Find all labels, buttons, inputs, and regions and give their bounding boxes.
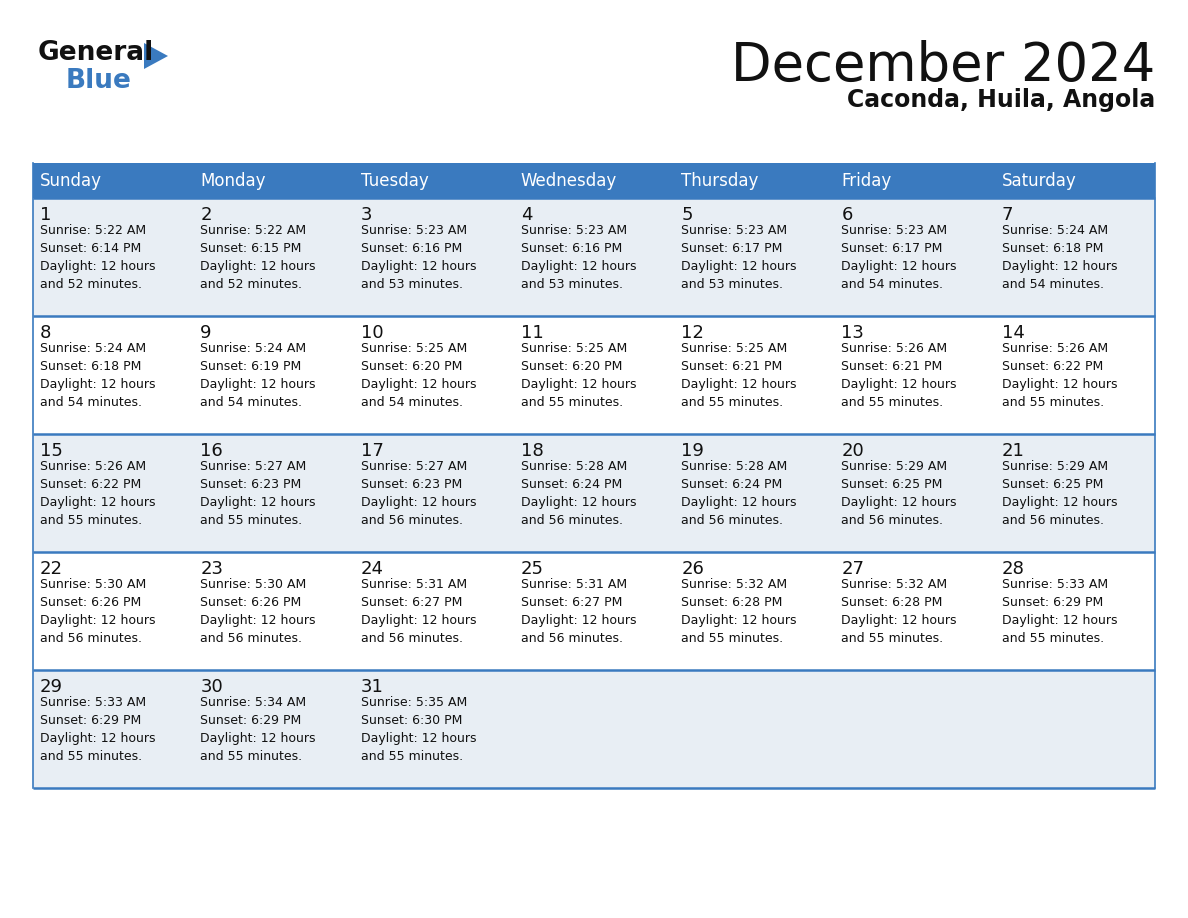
Text: 15: 15 <box>40 442 63 460</box>
Bar <box>33 552 1155 670</box>
Text: 10: 10 <box>361 324 384 342</box>
Text: Sunrise: 5:31 AM
Sunset: 6:27 PM
Daylight: 12 hours
and 56 minutes.: Sunrise: 5:31 AM Sunset: 6:27 PM Dayligh… <box>361 578 476 645</box>
Text: Friday: Friday <box>841 172 892 189</box>
Text: Tuesday: Tuesday <box>361 172 429 189</box>
Text: Sunrise: 5:23 AM
Sunset: 6:16 PM
Daylight: 12 hours
and 53 minutes.: Sunrise: 5:23 AM Sunset: 6:16 PM Dayligh… <box>520 224 637 291</box>
Text: Sunrise: 5:24 AM
Sunset: 6:18 PM
Daylight: 12 hours
and 54 minutes.: Sunrise: 5:24 AM Sunset: 6:18 PM Dayligh… <box>40 342 156 409</box>
Text: 11: 11 <box>520 324 544 342</box>
Bar <box>33 163 1155 198</box>
Text: Sunrise: 5:28 AM
Sunset: 6:24 PM
Daylight: 12 hours
and 56 minutes.: Sunrise: 5:28 AM Sunset: 6:24 PM Dayligh… <box>520 460 637 527</box>
Bar <box>33 434 1155 552</box>
Bar <box>33 316 1155 434</box>
Text: 25: 25 <box>520 560 544 578</box>
Text: Sunrise: 5:23 AM
Sunset: 6:16 PM
Daylight: 12 hours
and 53 minutes.: Sunrise: 5:23 AM Sunset: 6:16 PM Dayligh… <box>361 224 476 291</box>
Text: 24: 24 <box>361 560 384 578</box>
Text: 13: 13 <box>841 324 865 342</box>
Text: 14: 14 <box>1001 324 1024 342</box>
Text: 7: 7 <box>1001 206 1013 224</box>
Text: Sunrise: 5:35 AM
Sunset: 6:30 PM
Daylight: 12 hours
and 55 minutes.: Sunrise: 5:35 AM Sunset: 6:30 PM Dayligh… <box>361 696 476 763</box>
Text: 31: 31 <box>361 678 384 696</box>
Text: Sunrise: 5:26 AM
Sunset: 6:22 PM
Daylight: 12 hours
and 55 minutes.: Sunrise: 5:26 AM Sunset: 6:22 PM Dayligh… <box>40 460 156 527</box>
Text: Sunday: Sunday <box>40 172 102 189</box>
Text: 29: 29 <box>40 678 63 696</box>
Text: Caconda, Huila, Angola: Caconda, Huila, Angola <box>847 88 1155 112</box>
Text: Thursday: Thursday <box>681 172 758 189</box>
Text: 30: 30 <box>201 678 223 696</box>
Text: Sunrise: 5:33 AM
Sunset: 6:29 PM
Daylight: 12 hours
and 55 minutes.: Sunrise: 5:33 AM Sunset: 6:29 PM Dayligh… <box>1001 578 1117 645</box>
Text: Sunrise: 5:31 AM
Sunset: 6:27 PM
Daylight: 12 hours
and 56 minutes.: Sunrise: 5:31 AM Sunset: 6:27 PM Dayligh… <box>520 578 637 645</box>
Text: Sunrise: 5:25 AM
Sunset: 6:20 PM
Daylight: 12 hours
and 55 minutes.: Sunrise: 5:25 AM Sunset: 6:20 PM Dayligh… <box>520 342 637 409</box>
Text: Sunrise: 5:27 AM
Sunset: 6:23 PM
Daylight: 12 hours
and 56 minutes.: Sunrise: 5:27 AM Sunset: 6:23 PM Dayligh… <box>361 460 476 527</box>
Text: Saturday: Saturday <box>1001 172 1076 189</box>
Text: General: General <box>38 40 154 66</box>
Text: Sunrise: 5:28 AM
Sunset: 6:24 PM
Daylight: 12 hours
and 56 minutes.: Sunrise: 5:28 AM Sunset: 6:24 PM Dayligh… <box>681 460 797 527</box>
Text: Sunrise: 5:29 AM
Sunset: 6:25 PM
Daylight: 12 hours
and 56 minutes.: Sunrise: 5:29 AM Sunset: 6:25 PM Dayligh… <box>1001 460 1117 527</box>
Text: 2: 2 <box>201 206 211 224</box>
Bar <box>33 198 1155 316</box>
Text: Sunrise: 5:30 AM
Sunset: 6:26 PM
Daylight: 12 hours
and 56 minutes.: Sunrise: 5:30 AM Sunset: 6:26 PM Dayligh… <box>201 578 316 645</box>
Text: 27: 27 <box>841 560 865 578</box>
Text: Sunrise: 5:23 AM
Sunset: 6:17 PM
Daylight: 12 hours
and 54 minutes.: Sunrise: 5:23 AM Sunset: 6:17 PM Dayligh… <box>841 224 956 291</box>
Text: Sunrise: 5:23 AM
Sunset: 6:17 PM
Daylight: 12 hours
and 53 minutes.: Sunrise: 5:23 AM Sunset: 6:17 PM Dayligh… <box>681 224 797 291</box>
Text: Blue: Blue <box>67 68 132 94</box>
Text: Sunrise: 5:24 AM
Sunset: 6:19 PM
Daylight: 12 hours
and 54 minutes.: Sunrise: 5:24 AM Sunset: 6:19 PM Dayligh… <box>201 342 316 409</box>
Text: Sunrise: 5:25 AM
Sunset: 6:21 PM
Daylight: 12 hours
and 55 minutes.: Sunrise: 5:25 AM Sunset: 6:21 PM Dayligh… <box>681 342 797 409</box>
Text: 4: 4 <box>520 206 532 224</box>
Text: Sunrise: 5:33 AM
Sunset: 6:29 PM
Daylight: 12 hours
and 55 minutes.: Sunrise: 5:33 AM Sunset: 6:29 PM Dayligh… <box>40 696 156 763</box>
Text: 1: 1 <box>40 206 51 224</box>
Text: Sunrise: 5:27 AM
Sunset: 6:23 PM
Daylight: 12 hours
and 55 minutes.: Sunrise: 5:27 AM Sunset: 6:23 PM Dayligh… <box>201 460 316 527</box>
Text: 23: 23 <box>201 560 223 578</box>
Text: Sunrise: 5:30 AM
Sunset: 6:26 PM
Daylight: 12 hours
and 56 minutes.: Sunrise: 5:30 AM Sunset: 6:26 PM Dayligh… <box>40 578 156 645</box>
Text: 8: 8 <box>40 324 51 342</box>
Text: Wednesday: Wednesday <box>520 172 617 189</box>
Text: 22: 22 <box>40 560 63 578</box>
Text: 28: 28 <box>1001 560 1024 578</box>
Text: 26: 26 <box>681 560 704 578</box>
Text: Sunrise: 5:25 AM
Sunset: 6:20 PM
Daylight: 12 hours
and 54 minutes.: Sunrise: 5:25 AM Sunset: 6:20 PM Dayligh… <box>361 342 476 409</box>
Text: 12: 12 <box>681 324 704 342</box>
Text: 18: 18 <box>520 442 544 460</box>
Text: Sunrise: 5:34 AM
Sunset: 6:29 PM
Daylight: 12 hours
and 55 minutes.: Sunrise: 5:34 AM Sunset: 6:29 PM Dayligh… <box>201 696 316 763</box>
Text: Sunrise: 5:22 AM
Sunset: 6:15 PM
Daylight: 12 hours
and 52 minutes.: Sunrise: 5:22 AM Sunset: 6:15 PM Dayligh… <box>201 224 316 291</box>
Text: Sunrise: 5:22 AM
Sunset: 6:14 PM
Daylight: 12 hours
and 52 minutes.: Sunrise: 5:22 AM Sunset: 6:14 PM Dayligh… <box>40 224 156 291</box>
Text: 6: 6 <box>841 206 853 224</box>
Text: 21: 21 <box>1001 442 1024 460</box>
Bar <box>33 670 1155 788</box>
Text: Sunrise: 5:32 AM
Sunset: 6:28 PM
Daylight: 12 hours
and 55 minutes.: Sunrise: 5:32 AM Sunset: 6:28 PM Dayligh… <box>841 578 956 645</box>
Text: 16: 16 <box>201 442 223 460</box>
Text: Sunrise: 5:26 AM
Sunset: 6:22 PM
Daylight: 12 hours
and 55 minutes.: Sunrise: 5:26 AM Sunset: 6:22 PM Dayligh… <box>1001 342 1117 409</box>
Text: Sunrise: 5:29 AM
Sunset: 6:25 PM
Daylight: 12 hours
and 56 minutes.: Sunrise: 5:29 AM Sunset: 6:25 PM Dayligh… <box>841 460 956 527</box>
Text: Sunrise: 5:26 AM
Sunset: 6:21 PM
Daylight: 12 hours
and 55 minutes.: Sunrise: 5:26 AM Sunset: 6:21 PM Dayligh… <box>841 342 956 409</box>
Text: 3: 3 <box>361 206 372 224</box>
Text: 19: 19 <box>681 442 704 460</box>
Polygon shape <box>144 43 168 69</box>
Text: December 2024: December 2024 <box>731 40 1155 92</box>
Text: 17: 17 <box>361 442 384 460</box>
Text: Sunrise: 5:32 AM
Sunset: 6:28 PM
Daylight: 12 hours
and 55 minutes.: Sunrise: 5:32 AM Sunset: 6:28 PM Dayligh… <box>681 578 797 645</box>
Text: 9: 9 <box>201 324 211 342</box>
Text: 5: 5 <box>681 206 693 224</box>
Text: Monday: Monday <box>201 172 266 189</box>
Text: 20: 20 <box>841 442 864 460</box>
Text: Sunrise: 5:24 AM
Sunset: 6:18 PM
Daylight: 12 hours
and 54 minutes.: Sunrise: 5:24 AM Sunset: 6:18 PM Dayligh… <box>1001 224 1117 291</box>
